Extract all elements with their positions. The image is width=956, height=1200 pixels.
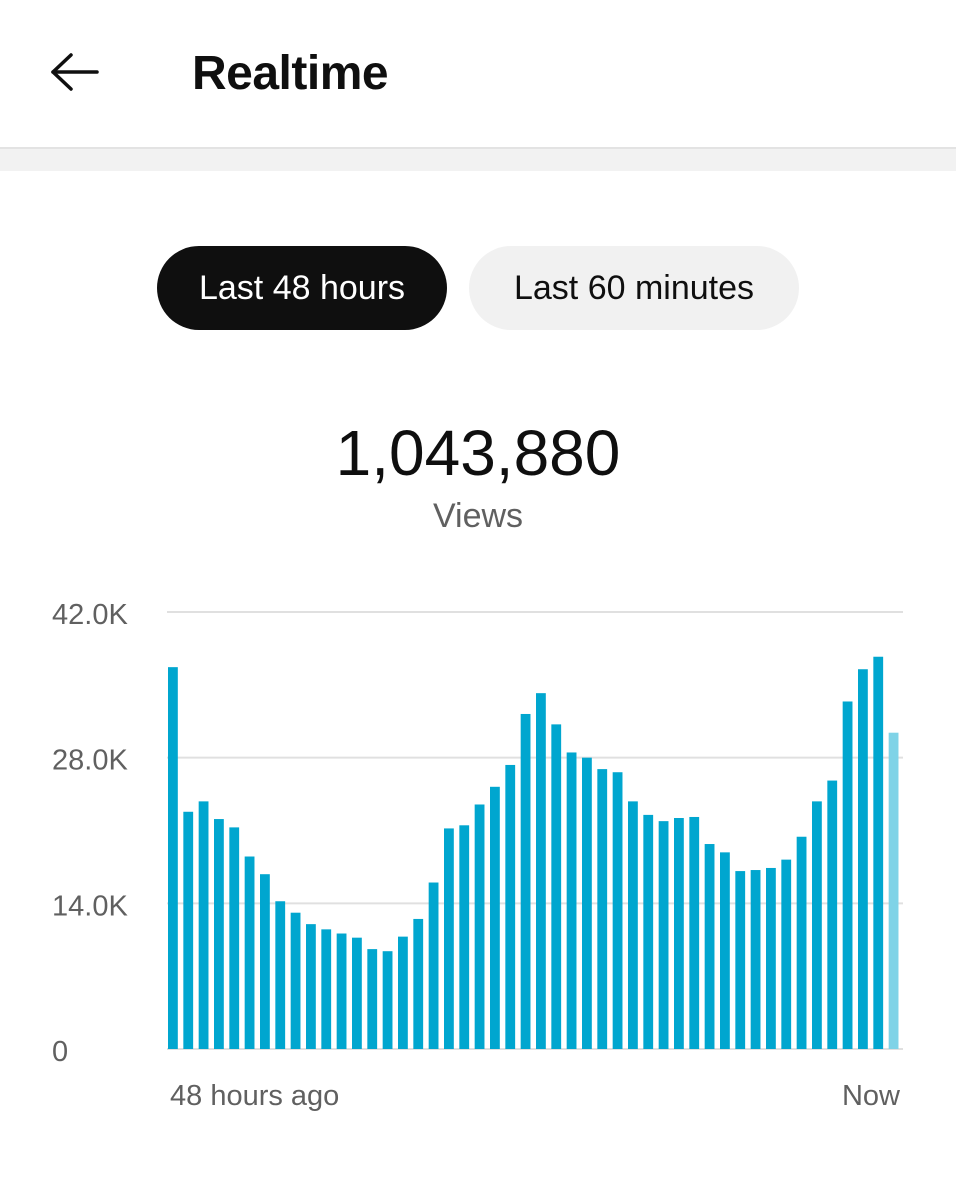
chart-bar (658, 821, 669, 1049)
chart-bar (398, 936, 408, 1049)
views-bar-chart: 0 14.0K 28.0K 42.0K 48 hours ago Now (52, 599, 903, 1112)
chart-bar (735, 871, 746, 1049)
chart-bar (612, 772, 623, 1049)
chart-bar (674, 818, 684, 1049)
chart-bar (643, 814, 654, 1049)
arrow-left-icon (51, 53, 99, 91)
x-label-start: 48 hours ago (170, 1080, 339, 1112)
chart-bar (689, 816, 700, 1049)
header-divider (0, 147, 956, 171)
chart-bar (597, 769, 608, 1049)
chart-bar (244, 856, 255, 1049)
total-views-value: 1,043,880 (335, 417, 621, 489)
chart-bar (490, 786, 500, 1049)
app-bar: Realtime (0, 0, 956, 148)
y-tick-label: 14.0K (52, 890, 128, 922)
back-button[interactable] (40, 40, 110, 104)
y-tick-label: 28.0K (52, 745, 128, 777)
chart-bar (260, 874, 270, 1049)
chart-bar (321, 929, 332, 1049)
chart-bar (459, 825, 470, 1049)
y-tick-label: 42.0K (52, 599, 128, 631)
chart-bar (766, 867, 776, 1049)
chart-bar (336, 933, 347, 1049)
chart-bar (781, 859, 792, 1049)
page-title: Realtime (192, 47, 389, 100)
chart-bar (229, 827, 240, 1049)
chart-bar (628, 801, 638, 1049)
tab-last-48-hours[interactable]: Last 48 hours (157, 246, 447, 330)
chart-bar (505, 764, 516, 1049)
chart-bar (290, 912, 301, 1049)
tab-last-60-minutes[interactable]: Last 60 minutes (469, 246, 799, 330)
chart-bar (812, 801, 822, 1049)
chart-bar (183, 811, 194, 1049)
chart-bar (796, 836, 807, 1049)
chart-bar (551, 724, 562, 1049)
chart-bar (474, 804, 485, 1049)
chart-bar (367, 949, 378, 1049)
chart-bar (214, 819, 224, 1049)
chart-bar (198, 801, 209, 1049)
chart-bar (444, 828, 454, 1049)
chart-bar (352, 937, 362, 1049)
x-label-end: Now (842, 1080, 901, 1112)
chart-bar (582, 757, 592, 1049)
chart-bar (428, 882, 439, 1049)
total-views-label: Views (432, 497, 524, 535)
chart-bar (382, 951, 393, 1049)
chart-bar (873, 656, 884, 1049)
chart-bar (275, 901, 286, 1049)
chart-bar (536, 693, 546, 1049)
chart-bar (704, 844, 715, 1049)
chart-bar (168, 667, 178, 1049)
chart-bar (827, 780, 838, 1049)
chart-bar (750, 870, 761, 1049)
chart-bar (858, 669, 868, 1049)
chart-bar (520, 713, 531, 1049)
chart-bar (888, 732, 899, 1049)
chart-bar (413, 918, 424, 1049)
y-tick-label: 0 (52, 1036, 68, 1068)
chart-bar (842, 701, 853, 1049)
chart-bar (566, 752, 577, 1049)
chart-bar (720, 852, 730, 1049)
chart-bar (306, 924, 316, 1049)
